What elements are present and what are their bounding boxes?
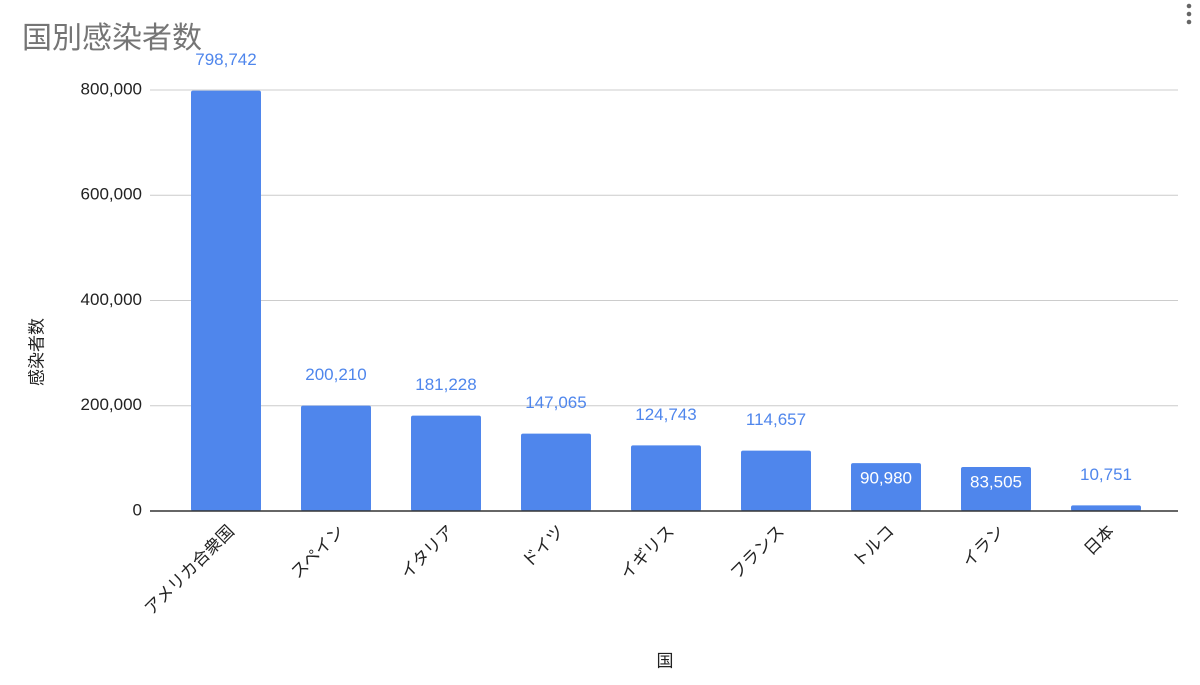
- value-label: 181,228: [415, 375, 476, 394]
- value-label: 798,742: [195, 50, 256, 69]
- value-label: 10,751: [1080, 465, 1132, 484]
- bar: [191, 90, 261, 512]
- x-tick-label: 日本: [1081, 522, 1118, 559]
- value-label: 114,657: [746, 410, 806, 429]
- x-tick-label: イギリス: [616, 522, 678, 584]
- bar: [961, 467, 1031, 511]
- x-tick-label: アメリカ合衆国: [141, 522, 238, 619]
- bar: [741, 450, 811, 511]
- value-label: 83,505: [970, 473, 1022, 492]
- y-tick-label: 600,000: [81, 185, 142, 204]
- menu-dot: [1186, 11, 1192, 17]
- x-tick-label: イラン: [959, 522, 1008, 571]
- y-tick-label: 400,000: [81, 290, 142, 309]
- x-tick-label: スペイン: [287, 522, 348, 583]
- value-label: 124,743: [635, 405, 696, 424]
- value-label: 147,065: [525, 393, 586, 412]
- x-axis-title: 国: [657, 651, 674, 670]
- bar: [411, 415, 481, 511]
- bar: [631, 445, 701, 511]
- bar: [301, 405, 371, 511]
- value-label: 200,210: [305, 365, 366, 384]
- y-tick-label: 800,000: [81, 79, 142, 98]
- bar: [521, 433, 591, 511]
- x-tick-label: フランス: [727, 522, 788, 583]
- menu-icon[interactable]: [1186, 3, 1192, 25]
- bar: [851, 463, 921, 511]
- chart-title: 国別感染者数: [22, 22, 202, 55]
- x-tick-label: ドイツ: [519, 522, 568, 571]
- y-axis-title: 感染者数: [27, 318, 46, 386]
- value-label: 90,980: [860, 469, 912, 488]
- y-tick-label: 200,000: [81, 395, 142, 414]
- x-tick-label: イタリア: [397, 522, 458, 583]
- y-tick-label: 0: [133, 500, 142, 519]
- bar: [1071, 505, 1141, 511]
- x-tick-label: トルコ: [849, 522, 898, 571]
- menu-dot: [1186, 3, 1192, 9]
- menu-dot: [1186, 19, 1192, 25]
